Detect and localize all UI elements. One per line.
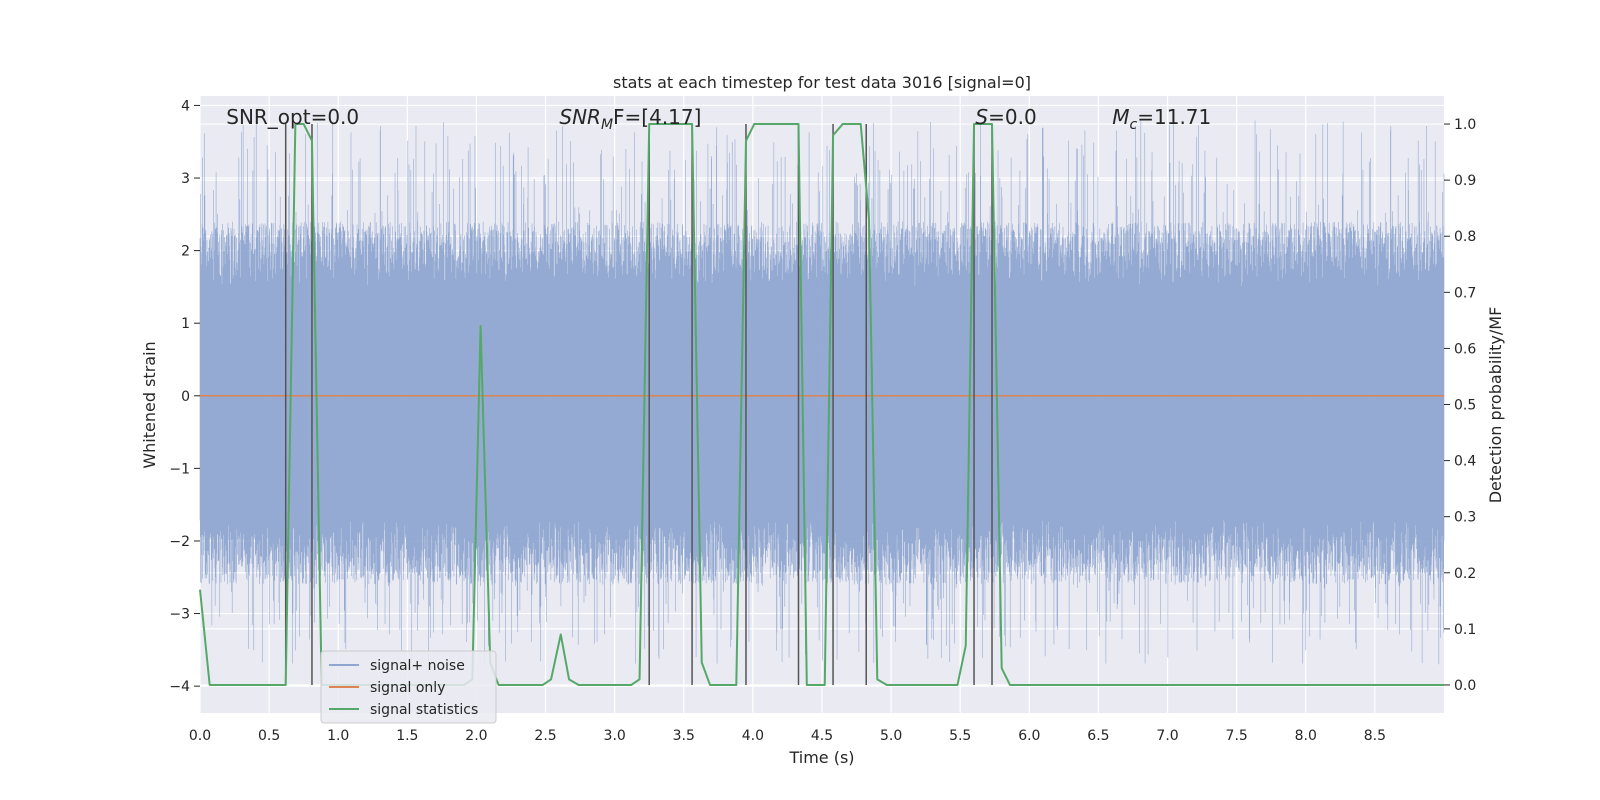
y-left-tick-label-7: 3: [181, 171, 190, 187]
y-right-tick-label-8: 0.8: [1454, 229, 1476, 245]
x-tick-label-2: 1.0: [327, 728, 349, 744]
y-left-tick-label-1: −3: [169, 607, 190, 623]
x-tick-label-5: 2.5: [534, 728, 556, 744]
chart-title: stats at each timestep for test data 301…: [613, 73, 1031, 92]
x-tick-label-12: 6.0: [1018, 728, 1040, 744]
x-tick-label-16: 8.0: [1295, 728, 1317, 744]
x-tick-label-13: 6.5: [1087, 728, 1109, 744]
legend-label-1: signal only: [370, 680, 445, 696]
y-right-tick-label-5: 0.5: [1454, 398, 1476, 414]
annotation-s-stat: S=0.0: [975, 105, 1036, 129]
y-right-tick-label-10: 1.0: [1454, 117, 1476, 133]
y-left-tick-label-6: 2: [181, 244, 190, 260]
x-tick-label-8: 4.0: [742, 728, 764, 744]
x-tick-label-10: 5.0: [880, 728, 902, 744]
y-right-tick-label-4: 0.4: [1454, 454, 1476, 470]
y-right-tick-label-6: 0.6: [1454, 341, 1476, 357]
y-right-tick-label-9: 0.9: [1454, 173, 1476, 189]
y-right-tick-label-3: 0.3: [1454, 510, 1476, 526]
x-tick-label-6: 3.0: [604, 728, 626, 744]
x-tick-label-15: 7.5: [1226, 728, 1248, 744]
x-tick-label-3: 1.5: [396, 728, 418, 744]
legend-label-2: signal statistics: [370, 702, 478, 718]
annotation-snr-opt: SNR_opt=0.0: [226, 105, 359, 129]
y-left-tick-label-5: 1: [181, 316, 190, 332]
y-left-tick-label-8: 4: [181, 98, 190, 114]
y-left-tick-label-2: −2: [169, 534, 190, 550]
y-left-tick-label-4: 0: [181, 389, 190, 405]
x-tick-label-4: 2.0: [465, 728, 487, 744]
y-right-tick-label-2: 0.2: [1454, 566, 1476, 582]
x-axis: 0.0 0.5 1.0 1.5 2.0 2.5 3.0 3.5 4.0 4.5 5.0 5.5 6.0 6…: [189, 728, 1386, 744]
annotations: SNR_opt=0.0 SNRMF=[4.17] S=0.0 Mc=11.71: [226, 105, 1211, 133]
y-axis-left: −4 −3 −2 −1 0 1 2 3 4: [169, 98, 200, 695]
x-tick-label-0: 0.0: [189, 728, 211, 744]
annotation-mc: Mc=11.71: [1112, 105, 1211, 133]
legend-label-0: signal+ noise: [370, 658, 465, 674]
y-right-tick-label-7: 0.7: [1454, 285, 1476, 301]
detection-markers: [284, 124, 993, 685]
y-axis-right-label: Detection probability/MF: [1486, 307, 1505, 504]
y-left-tick-label-3: −1: [169, 461, 190, 477]
x-axis-label: Time (s): [788, 748, 854, 767]
y-axis-right: 0.0 0.1 0.2 0.3 0.4 0.5 0.6 0.7 0.8 0.9 1.0: [1444, 117, 1476, 694]
y-right-tick-label-0: 0.0: [1454, 678, 1476, 694]
legend: signal+ noise signal only signal statistic…: [320, 650, 497, 724]
y-left-tick-label-0: −4: [169, 679, 190, 695]
x-tick-label-14: 7.0: [1156, 728, 1178, 744]
x-tick-label-9: 4.5: [811, 728, 833, 744]
x-tick-label-11: 5.5: [949, 728, 971, 744]
y-axis-left-label: Whitened strain: [140, 341, 159, 468]
annotation-snr-mf: SNRMF=[4.17]: [559, 105, 701, 133]
x-tick-label-17: 8.5: [1364, 728, 1386, 744]
x-tick-label-7: 3.5: [673, 728, 695, 744]
x-tick-label-1: 0.5: [258, 728, 280, 744]
legend-box: [320, 650, 497, 724]
y-right-tick-label-1: 0.1: [1454, 622, 1476, 638]
